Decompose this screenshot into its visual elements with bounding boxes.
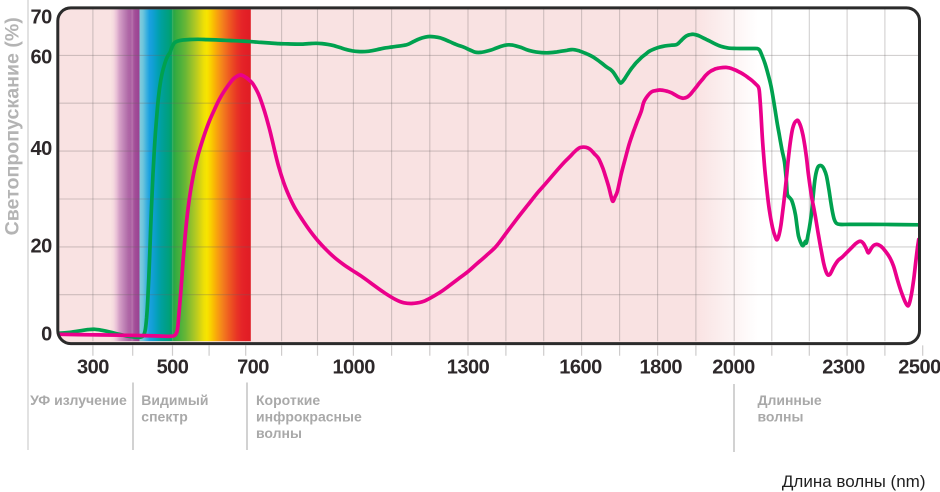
svg-text:Видимый: Видимый [141, 392, 208, 408]
svg-text:Короткие: Короткие [256, 392, 320, 408]
svg-text:1300: 1300 [447, 356, 490, 378]
svg-text:2500: 2500 [898, 356, 940, 378]
svg-text:Длинные: Длинные [758, 392, 822, 408]
svg-text:Длина волны (nm): Длина волны (nm) [782, 472, 926, 491]
svg-text:волны: волны [758, 408, 804, 424]
svg-text:УФ излучение: УФ излучение [30, 392, 127, 408]
svg-text:20: 20 [31, 236, 53, 258]
svg-text:инфрокрасные: инфрокрасные [256, 408, 362, 424]
svg-text:300: 300 [77, 356, 109, 378]
svg-text:спектр: спектр [141, 408, 187, 424]
svg-text:0: 0 [41, 324, 52, 346]
svg-text:2000: 2000 [712, 356, 755, 378]
svg-text:волны: волны [256, 425, 302, 441]
svg-text:700: 700 [237, 356, 269, 378]
svg-text:40: 40 [31, 138, 53, 160]
svg-text:1000: 1000 [332, 356, 375, 378]
svg-text:70: 70 [31, 7, 53, 29]
svg-text:500: 500 [157, 356, 189, 378]
svg-text:2300: 2300 [822, 356, 865, 378]
svg-text:Светопропускание (%): Светопропускание (%) [2, 17, 24, 235]
svg-text:60: 60 [31, 47, 53, 69]
svg-text:1800: 1800 [640, 356, 683, 378]
svg-text:1600: 1600 [559, 356, 602, 378]
